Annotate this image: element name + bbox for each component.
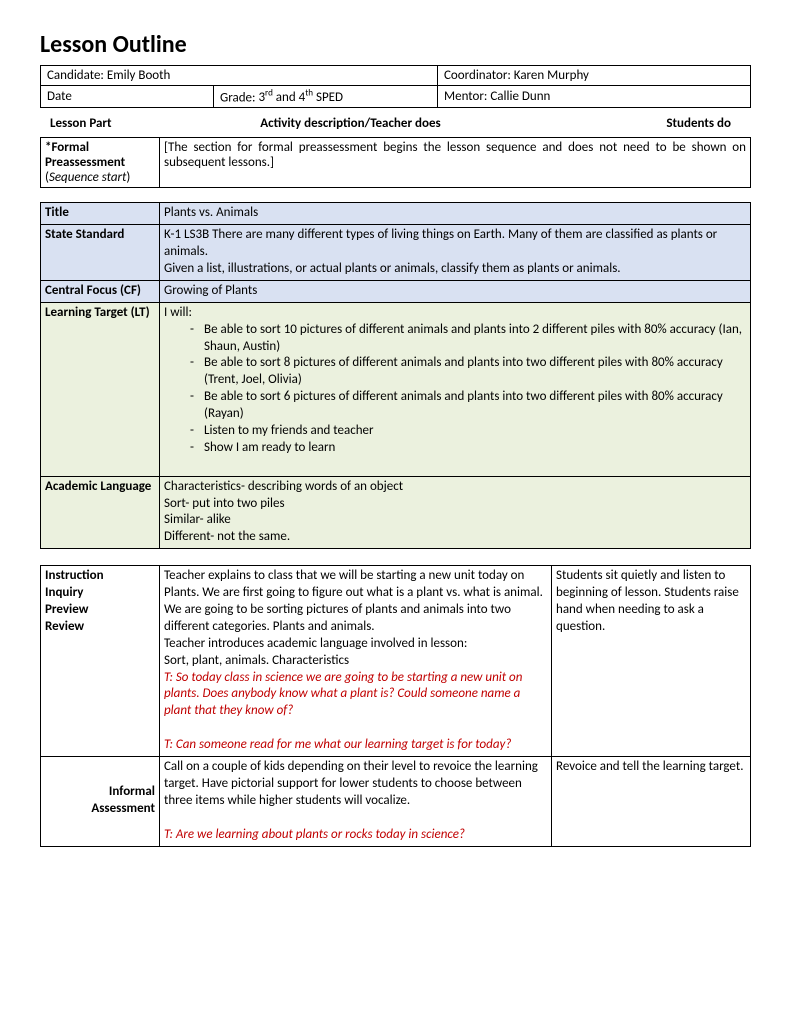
teacher-talk: T: So today class in science we are goin… bbox=[164, 670, 547, 721]
row-cf-label: Central Focus (CF) bbox=[41, 280, 160, 302]
row-instr-teacher: Teacher explains to class that we will b… bbox=[160, 566, 552, 757]
row-informal-students: Revoice and tell the learning target. bbox=[552, 757, 751, 846]
row-al-label: Academic Language bbox=[41, 476, 160, 549]
row-cf-value: Growing of Plants bbox=[160, 280, 751, 302]
row-instr-label: Instruction Inquiry Preview Review bbox=[41, 566, 160, 757]
row-standard-value: K-1 LS3B There are many different types … bbox=[160, 225, 751, 281]
list-item: Be able to sort 8 pictures of different … bbox=[204, 355, 746, 389]
candidate-value: Emily Booth bbox=[107, 68, 171, 83]
row-informal-teacher: Call on a couple of kids depending on th… bbox=[160, 757, 552, 846]
col-students: Students do bbox=[541, 116, 751, 131]
page-title: Lesson Outline bbox=[40, 30, 751, 59]
coordinator-label: Coordinator: bbox=[444, 68, 511, 83]
preassess-text: [The section for formal preassessment be… bbox=[160, 138, 751, 188]
mentor-value: Callie Dunn bbox=[490, 89, 550, 104]
row-title-label: Title bbox=[41, 203, 160, 225]
col-lesson-part: Lesson Part bbox=[40, 116, 160, 131]
col-activity: Activity description/Teacher does bbox=[160, 116, 541, 131]
preassess-label: *Formal Preassessment (Sequence start) bbox=[41, 138, 160, 188]
grade-label: Grade: bbox=[220, 90, 255, 105]
list-item: Be able to sort 6 pictures of different … bbox=[204, 389, 746, 423]
preassessment-table: *Formal Preassessment (Sequence start) [… bbox=[40, 137, 751, 188]
date-cell: Date bbox=[41, 86, 214, 108]
row-instr-students: Students sit quietly and listen to begin… bbox=[552, 566, 751, 757]
row-al-value: Characteristics- describing words of an … bbox=[160, 476, 751, 549]
row-standard-label: State Standard bbox=[41, 225, 160, 281]
row-lt-value: I will: Be able to sort 10 pictures of d… bbox=[160, 302, 751, 476]
row-lt-label: Learning Target (LT) bbox=[41, 302, 160, 476]
coordinator-value: Karen Murphy bbox=[514, 68, 589, 83]
teacher-talk: T: Are we learning about plants or rocks… bbox=[164, 827, 547, 844]
grade-value: 3rd and 4th SPED bbox=[258, 90, 343, 105]
header-table: Candidate: Emily Booth Coordinator: Kare… bbox=[40, 65, 751, 108]
mentor-label: Mentor: bbox=[444, 89, 487, 104]
mentor-cell: Mentor: Callie Dunn bbox=[438, 86, 751, 108]
grade-cell: Grade: 3rd and 4th SPED bbox=[214, 86, 438, 108]
lt-list: Be able to sort 10 pictures of different… bbox=[164, 322, 746, 457]
row-informal-label: Informal Assessment bbox=[41, 757, 160, 846]
candidate-label: Candidate: bbox=[47, 68, 104, 83]
main-table: Title Plants vs. Animals State Standard … bbox=[40, 202, 751, 846]
coordinator-cell: Coordinator: Karen Murphy bbox=[438, 66, 751, 86]
column-headers: Lesson Part Activity description/Teacher… bbox=[40, 116, 751, 131]
row-title-value: Plants vs. Animals bbox=[160, 203, 751, 225]
list-item: Listen to my friends and teacher bbox=[204, 423, 746, 440]
teacher-talk: T: Can someone read for me what our lear… bbox=[164, 737, 547, 754]
list-item: Show I am ready to learn bbox=[204, 440, 746, 457]
candidate-cell: Candidate: Emily Booth bbox=[41, 66, 438, 86]
list-item: Be able to sort 10 pictures of different… bbox=[204, 322, 746, 356]
